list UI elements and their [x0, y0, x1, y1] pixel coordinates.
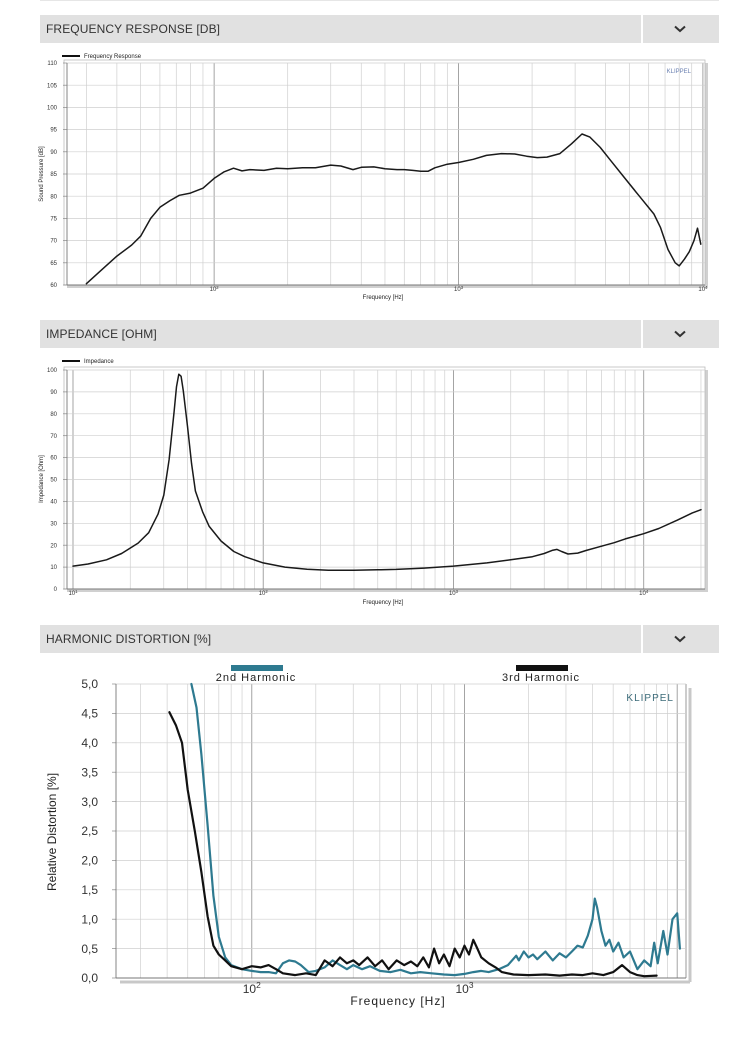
chevron-down-icon — [674, 635, 686, 643]
y-tick-label: 5,0 — [81, 677, 98, 691]
legend-label-2nd-harmonic: 2nd Harmonic — [216, 672, 296, 684]
y-tick-label: 4,0 — [81, 736, 98, 750]
y-tick-label: 40 — [50, 500, 57, 506]
impedance-toggle-button[interactable] — [641, 320, 719, 348]
klippel-watermark: KLIPPEL — [626, 693, 674, 704]
y-tick-label: 10 — [50, 565, 57, 571]
y-axis-label: Sound Pressure [dB] — [39, 146, 45, 202]
y-tick-label: 85 — [50, 172, 57, 178]
y-tick-label: 20 — [50, 543, 57, 549]
y-tick-label: 3,5 — [81, 765, 98, 779]
x-tick-label: 103 — [454, 285, 464, 294]
y-tick-label: 1,5 — [81, 883, 98, 897]
y-axis-label: Relative Distortion [%] — [45, 773, 59, 891]
y-tick-label: 110 — [47, 61, 57, 67]
y-tick-label: 70 — [50, 434, 57, 440]
legend-swatch-2nd-harmonic — [231, 665, 283, 671]
y-tick-label: 4,5 — [81, 707, 98, 721]
y-tick-label: 80 — [50, 412, 57, 418]
x-axis-label: Frequency [Hz] — [363, 600, 404, 606]
y-tick-label: 30 — [50, 521, 57, 527]
y-tick-label: 100 — [47, 368, 58, 374]
y-tick-label: 0,5 — [81, 942, 98, 956]
frequency-response-chart: 60 65 70 75 80 85 90 95 100 105 110 102 103 104 Freque… — [39, 54, 708, 301]
y-tick-label: 1,0 — [81, 912, 98, 926]
y-tick-label: 105 — [47, 83, 58, 89]
harmonic-distortion-header: HARMONIC DISTORTION [%] — [40, 625, 719, 653]
y-tick-label: 100 — [47, 106, 58, 112]
y-axis-label: Impedance [Ohm] — [39, 455, 45, 503]
x-tick-label: 103 — [455, 980, 473, 996]
series-line-frequency-response — [85, 133, 702, 285]
frequency-response-toggle-button[interactable] — [641, 15, 719, 43]
y-tick-label: 90 — [50, 390, 57, 396]
y-tick-label: 50 — [50, 478, 57, 484]
series-line-impedance — [72, 373, 702, 571]
legend-label-3rd-harmonic: 3rd Harmonic — [502, 672, 580, 684]
chart-frame — [63, 59, 706, 286]
y-tick-label: 95 — [50, 128, 57, 134]
y-tick-label: 65 — [50, 261, 57, 267]
x-axis-label: Frequency [Hz] — [350, 994, 445, 1008]
x-tick-label: 104 — [639, 589, 649, 598]
y-tick-label: 0 — [54, 587, 58, 593]
legend-label: Impedance — [84, 359, 114, 365]
x-tick-label: 102 — [259, 589, 269, 598]
y-tick-label: 3,0 — [81, 795, 98, 809]
x-tick-label: 102 — [210, 285, 220, 294]
y-tick-label: 60 — [50, 283, 57, 289]
legend-label: Frequency Response — [84, 54, 142, 60]
series-line-3rd-harmonic — [168, 711, 658, 978]
frequency-response-header: FREQUENCY RESPONSE [DB] — [40, 15, 719, 43]
chart-frame — [63, 366, 706, 590]
harmonic-distortion-chart: 0,0 0,5 1,0 1,5 2,0 2,5 3,0 3,5 4,0 4,5 5,0 102 103 F… — [45, 665, 692, 1008]
chevron-down-icon — [674, 25, 686, 33]
section-title: HARMONIC DISTORTION [%] — [46, 632, 212, 646]
x-tick-label: 103 — [449, 589, 459, 598]
impedance-header: IMPEDANCE [OHM] — [40, 320, 719, 348]
x-tick-label: 102 — [243, 980, 261, 996]
y-tick-label: 75 — [50, 217, 57, 223]
section-title: IMPEDANCE [OHM] — [46, 327, 157, 341]
y-tick-label: 2,5 — [81, 824, 98, 838]
y-tick-label: 70 — [50, 239, 57, 245]
y-tick-label: 2,0 — [81, 854, 98, 868]
x-tick-label: 101 — [68, 589, 78, 598]
legend-swatch-3rd-harmonic — [516, 665, 568, 671]
series-line-2nd-harmonic — [190, 682, 682, 977]
x-tick-label: 104 — [698, 285, 708, 294]
klippel-watermark: KLIPPEL — [667, 69, 692, 75]
x-axis-label: Frequency [Hz] — [363, 295, 404, 301]
section-title: FREQUENCY RESPONSE [DB] — [46, 22, 221, 36]
y-tick-label: 90 — [50, 150, 57, 156]
chevron-down-icon — [674, 330, 686, 338]
y-tick-label: 80 — [50, 194, 57, 200]
top-divider — [40, 0, 719, 1]
harmonic-distortion-toggle-button[interactable] — [641, 625, 719, 653]
impedance-chart: 0 10 20 30 40 50 60 70 80 90 100 101 102 103 104 Freque… — [39, 359, 708, 606]
y-tick-label: 60 — [50, 456, 57, 462]
y-tick-label: 0,0 — [81, 971, 98, 985]
